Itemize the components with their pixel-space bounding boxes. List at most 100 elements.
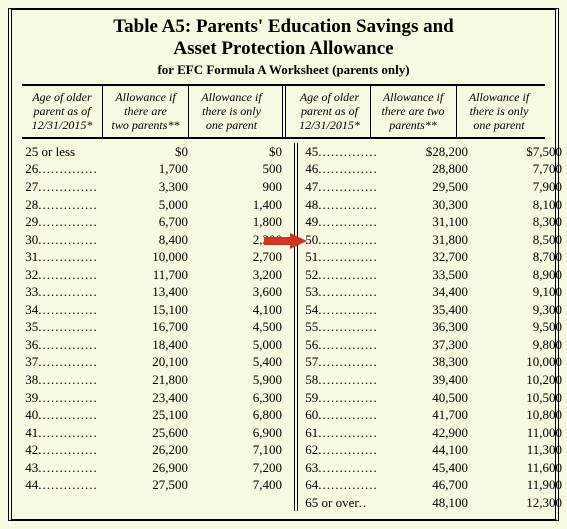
- table-row: 42..............26,2007,100: [22, 441, 290, 459]
- two-parent-cell: 18,400: [102, 336, 196, 354]
- age-cell: 43..............: [22, 459, 102, 477]
- age-cell: 56..............: [302, 336, 382, 354]
- age-cell: 50..............: [302, 231, 382, 249]
- table-row: 57..............38,30010,000: [302, 353, 567, 371]
- one-parent-cell: 11,000: [476, 424, 567, 442]
- center-divider: [282, 86, 286, 137]
- one-parent-cell: 6,900: [196, 424, 290, 442]
- age-cell: 48..............: [302, 196, 382, 214]
- one-parent-cell: 3,200: [196, 266, 290, 284]
- one-parent-cell: 9,800: [476, 336, 567, 354]
- one-parent-cell: 5,900: [196, 371, 290, 389]
- title-block: Table A5: Parents' Education Savings and…: [22, 16, 545, 78]
- two-parent-cell: 44,100: [382, 441, 476, 459]
- table-row: 43..............26,9007,200: [22, 459, 290, 477]
- table-row: 46..............28,8007,700: [302, 160, 567, 178]
- table-row: 44..............27,5007,400: [22, 476, 290, 494]
- table-row: 54..............35,4009,300: [302, 301, 567, 319]
- table-row: 28..............5,0001,400: [22, 196, 290, 214]
- one-parent-cell: 500: [196, 160, 290, 178]
- age-cell: 31..............: [22, 248, 102, 266]
- table-a5: Table A5: Parents' Education Savings and…: [8, 8, 559, 521]
- one-parent-cell: 5,000: [196, 336, 290, 354]
- age-cell: 34..............: [22, 301, 102, 319]
- table-row: 36..............18,4005,000: [22, 336, 290, 354]
- table-row: 40..............25,1006,800: [22, 406, 290, 424]
- age-cell: 52..............: [302, 266, 382, 284]
- two-parent-cell: 41,700: [382, 406, 476, 424]
- age-cell: 59..............: [302, 389, 382, 407]
- age-cell: 42..............: [22, 441, 102, 459]
- head-two-left: Allowance if there are two parents**: [102, 86, 188, 137]
- one-parent-cell: 2,700: [196, 248, 290, 266]
- two-parent-cell: 40,500: [382, 389, 476, 407]
- two-parent-cell: 42,900: [382, 424, 476, 442]
- table-row: 59..............40,50010,500: [302, 389, 567, 407]
- table-row: 52..............33,5008,900: [302, 266, 567, 284]
- age-cell: 63..............: [302, 459, 382, 477]
- one-parent-cell: 9,500: [476, 318, 567, 336]
- age-cell: 45..............: [302, 143, 382, 161]
- table-row: 63..............45,40011,600: [302, 459, 567, 477]
- two-parent-cell: 39,400: [382, 371, 476, 389]
- two-parent-cell: 45,400: [382, 459, 476, 477]
- age-cell: 37..............: [22, 353, 102, 371]
- age-cell: 32..............: [22, 266, 102, 284]
- table-row: 48..............30,3008,100: [302, 196, 567, 214]
- two-parent-cell: 21,800: [102, 371, 196, 389]
- two-parent-cell: 13,400: [102, 283, 196, 301]
- one-parent-cell: 2,300: [196, 231, 290, 249]
- table-row: 31..............10,0002,700: [22, 248, 290, 266]
- table-row: 53..............34,4009,100: [302, 283, 567, 301]
- right-column: 45..............$28,200$7,500 46........…: [302, 143, 567, 511]
- table-row: 33..............13,4003,600: [22, 283, 290, 301]
- age-cell: 49..............: [302, 213, 382, 231]
- one-parent-cell: 7,400: [196, 476, 290, 494]
- head-two-right: Allowance if there are two parents**: [370, 86, 456, 137]
- table-row: 56..............37,3009,800: [302, 336, 567, 354]
- header-row: Age of older parent as of 12/31/2015* Al…: [22, 84, 545, 139]
- left-column: 25 or less$0$0 26..............1,700500 …: [22, 143, 290, 511]
- one-parent-cell: 7,100: [196, 441, 290, 459]
- two-parent-cell: 26,200: [102, 441, 196, 459]
- age-cell: 53..............: [302, 283, 382, 301]
- table-row: 32..............11,7003,200: [22, 266, 290, 284]
- age-cell: 30..............: [22, 231, 102, 249]
- one-parent-cell: 10,200: [476, 371, 567, 389]
- one-parent-cell: 10,800: [476, 406, 567, 424]
- age-cell: 33..............: [22, 283, 102, 301]
- table-row: 41..............25,6006,900: [22, 424, 290, 442]
- age-cell: 25 or less: [22, 143, 102, 161]
- table-row: 38..............21,8005,900: [22, 371, 290, 389]
- one-parent-cell: 1,800: [196, 213, 290, 231]
- two-parent-cell: 8,400: [102, 231, 196, 249]
- table-row: 50..............31,8008,500: [302, 231, 567, 249]
- table-row: 55..............36,3009,500: [302, 318, 567, 336]
- two-parent-cell: 16,700: [102, 318, 196, 336]
- table-row: 62..............44,10011,300: [302, 441, 567, 459]
- two-parent-cell: 20,100: [102, 353, 196, 371]
- two-parent-cell: 26,900: [102, 459, 196, 477]
- two-parent-cell: 5,000: [102, 196, 196, 214]
- two-parent-cell: 34,400: [382, 283, 476, 301]
- age-cell: 64..............: [302, 476, 382, 494]
- table-row: 37..............20,1005,400: [22, 353, 290, 371]
- table-row: 45..............$28,200$7,500: [302, 143, 567, 161]
- age-cell: 62..............: [302, 441, 382, 459]
- two-parent-cell: $0: [102, 143, 196, 161]
- head-age-right: Age of older parent as of 12/31/2015*: [290, 86, 370, 137]
- age-cell: 60..............: [302, 406, 382, 424]
- two-parent-cell: 48,100: [382, 494, 476, 512]
- table-row: 60..............41,70010,800: [302, 406, 567, 424]
- one-parent-cell: 5,400: [196, 353, 290, 371]
- age-cell: 35..............: [22, 318, 102, 336]
- age-cell: 40..............: [22, 406, 102, 424]
- one-parent-cell: 7,200: [196, 459, 290, 477]
- age-cell: 26..............: [22, 160, 102, 178]
- two-parent-cell: 25,600: [102, 424, 196, 442]
- one-parent-cell: 6,800: [196, 406, 290, 424]
- age-cell: 58..............: [302, 371, 382, 389]
- table-row: 65 or over..48,10012,300: [302, 494, 567, 512]
- two-parent-cell: 23,400: [102, 389, 196, 407]
- two-parent-cell: 35,400: [382, 301, 476, 319]
